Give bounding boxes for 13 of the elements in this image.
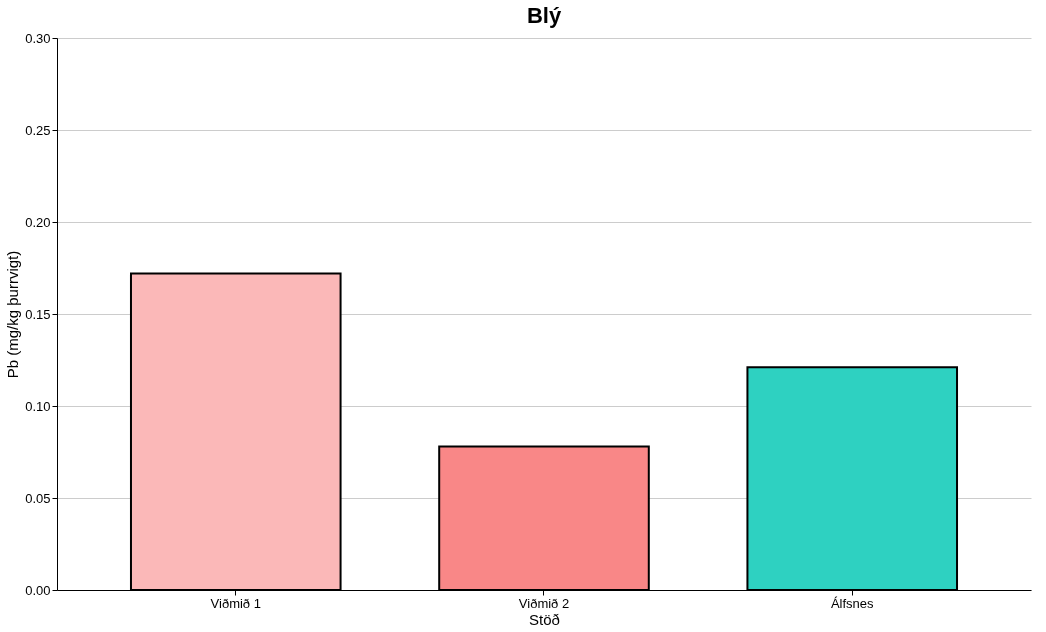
y-axis-title: Pb (mg/kg þurrvigt) (4, 250, 22, 379)
y-tick-label: 0.05 (25, 490, 51, 506)
y-tick-label: 0.10 (25, 398, 51, 414)
x-axis-title: Stöð (529, 610, 560, 628)
chart-title: Blý (526, 3, 562, 28)
x-tick-label: Viðmið 2 (518, 595, 570, 611)
x-tick-label: Viðmið 1 (210, 595, 261, 611)
y-tick-label: 0.25 (25, 122, 51, 138)
y-tick-label: 0.30 (25, 30, 51, 46)
y-tick-label: 0.15 (25, 306, 51, 322)
y-tick-label: 0.20 (25, 214, 51, 230)
y-tick-label: 0.00 (25, 582, 51, 598)
x-tick-label: Álfsnes (830, 595, 875, 611)
